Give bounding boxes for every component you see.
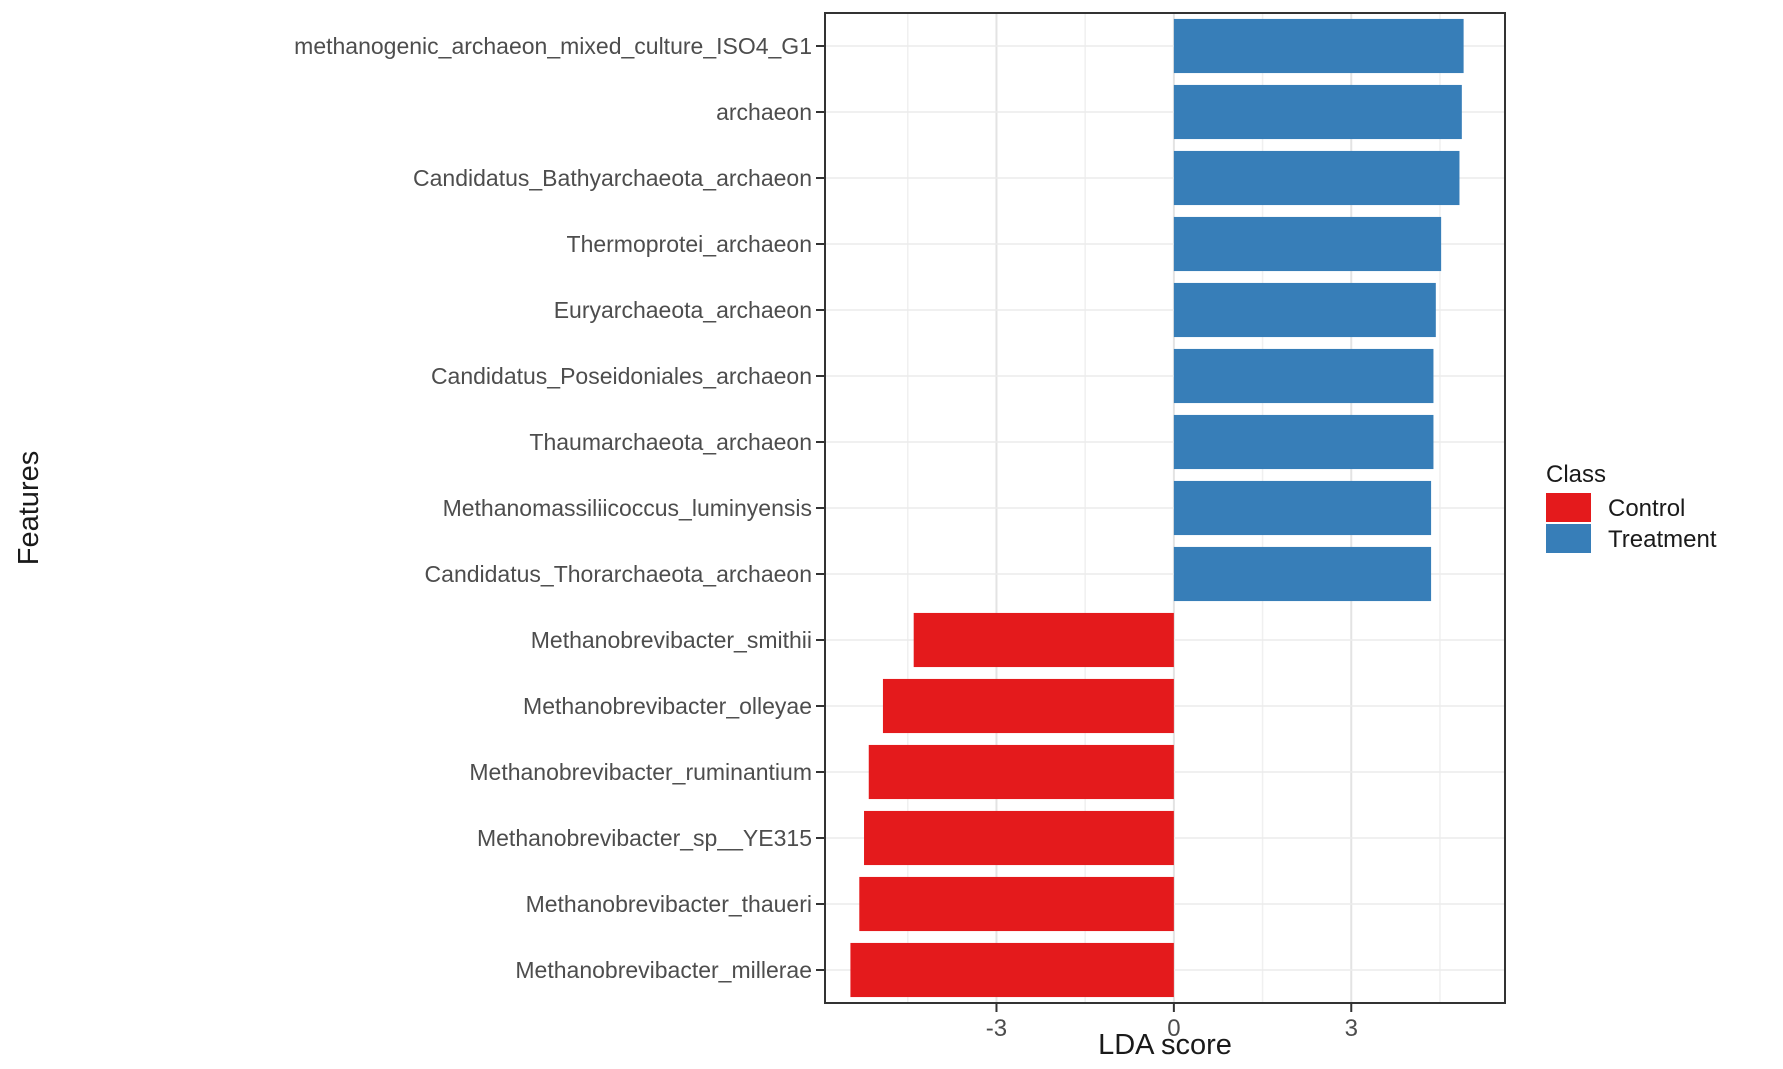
y-tick-label: Candidatus_Poseidoniales_archaeon xyxy=(431,363,812,389)
y-tick-label: Methanobrevibacter_olleyae xyxy=(523,693,812,719)
y-tick-label: archaeon xyxy=(716,99,812,125)
x-axis-ticks: -3 0 3 xyxy=(986,1003,1358,1042)
bar-Methanobrevibacter_thaueri xyxy=(859,876,1174,932)
y-axis-title: Features xyxy=(13,451,45,565)
y-tick-label: Euryarchaeota_archaeon xyxy=(554,297,812,323)
bar-archaeon xyxy=(1173,84,1462,140)
legend-key-treatment xyxy=(1546,524,1591,553)
y-axis-ticks: methanogenic_archaeon_mixed_culture_ISO4… xyxy=(294,33,825,983)
bar-Methanobrevibacter_sp__YE315 xyxy=(864,810,1174,866)
bar-Thaumarchaeota_archaeon xyxy=(1173,414,1434,470)
y-tick-label: Methanobrevibacter_sp__YE315 xyxy=(477,825,812,851)
y-tick-label: Methanobrevibacter_smithii xyxy=(531,627,812,653)
legend-key-control xyxy=(1546,493,1591,522)
y-tick-label: Methanomassiliicoccus_luminyensis xyxy=(443,495,812,521)
bar-Methanobrevibacter_smithii xyxy=(913,612,1174,668)
bars xyxy=(850,18,1464,998)
y-tick-label: Candidatus_Bathyarchaeota_archaeon xyxy=(413,165,812,191)
y-tick-label: Methanobrevibacter_millerae xyxy=(515,957,812,983)
y-tick-label: Thaumarchaeota_archaeon xyxy=(529,429,812,455)
x-tick-label: 3 xyxy=(1345,1015,1358,1042)
x-tick-label: 0 xyxy=(1167,1015,1180,1042)
y-tick-label: Methanobrevibacter_thaueri xyxy=(526,891,812,917)
legend-label-control: Control xyxy=(1608,495,1685,522)
y-tick-label: Methanobrevibacter_ruminantium xyxy=(469,759,812,785)
legend-items: Control Treatment xyxy=(1546,493,1717,553)
legend-label-treatment: Treatment xyxy=(1608,526,1717,553)
bar-Methanobrevibacter_millerae xyxy=(850,942,1174,998)
x-tick-label: -3 xyxy=(986,1015,1007,1042)
bar-Candidatus_Thorarchaeota_archaeon xyxy=(1173,546,1432,602)
bar-Candidatus_Bathyarchaeota_archaeon xyxy=(1173,150,1460,206)
legend: Class Control Treatment xyxy=(1546,461,1717,553)
y-tick-label: Candidatus_Thorarchaeota_archaeon xyxy=(425,561,812,587)
y-tick-label: methanogenic_archaeon_mixed_culture_ISO4… xyxy=(294,33,812,59)
bar-Methanobrevibacter_olleyae xyxy=(882,678,1174,734)
legend-title: Class xyxy=(1546,461,1606,488)
x-axis-title: LDA score xyxy=(1098,1029,1232,1061)
bar-Methanobrevibacter_ruminantium xyxy=(868,744,1174,800)
bar-Thermoprotei_archaeon xyxy=(1173,216,1442,272)
bar-Euryarchaeota_archaeon xyxy=(1173,282,1436,338)
bar-Candidatus_Poseidoniales_archaeon xyxy=(1173,348,1434,404)
y-tick-label: Thermoprotei_archaeon xyxy=(567,231,812,257)
bar-Methanomassiliicoccus_luminyensis xyxy=(1173,480,1432,536)
bar-methanogenic_archaeon_mixed_culture_ISO4_G1 xyxy=(1173,18,1464,74)
